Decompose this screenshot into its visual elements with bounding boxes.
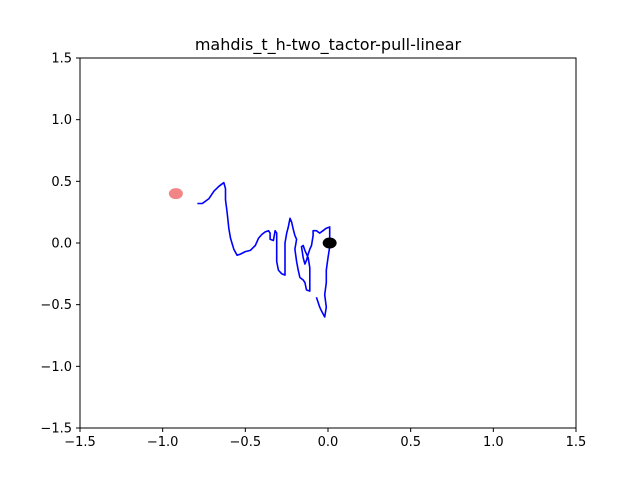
y-tick-label: 0.0: [51, 237, 72, 252]
x-tick-label: −0.5: [230, 435, 262, 450]
y-tick-label: −1.5: [40, 422, 72, 437]
x-tick-label: 1.0: [483, 435, 504, 450]
y-tick-label: 1.0: [51, 113, 72, 128]
series-layer: [197, 181, 331, 318]
x-tick-label: −1.0: [147, 435, 179, 450]
y-axis: −1.5 −1.0 −0.5 0.0 0.5 1.0 1.5: [40, 52, 80, 437]
chart-title: mahdis_t_h-two_tactor-pull-linear: [195, 35, 462, 55]
y-tick-label: −1.0: [40, 360, 72, 375]
x-tick-label: 0.0: [318, 435, 339, 450]
series-line-0: [197, 181, 331, 318]
x-tick-label: 1.5: [566, 435, 587, 450]
y-tick-label: −0.5: [40, 298, 72, 313]
x-tick-label: −1.5: [64, 435, 96, 450]
marker-point-1: [322, 237, 337, 249]
y-tick-label: 0.5: [51, 175, 72, 190]
x-tick-label: 0.5: [400, 435, 421, 450]
marker-point-0: [168, 188, 183, 200]
y-tick-label: 1.5: [51, 52, 72, 67]
x-axis: −1.5 −1.0 −0.5 0.0 0.5 1.0 1.5: [64, 428, 586, 450]
marker-layer: [168, 188, 337, 249]
